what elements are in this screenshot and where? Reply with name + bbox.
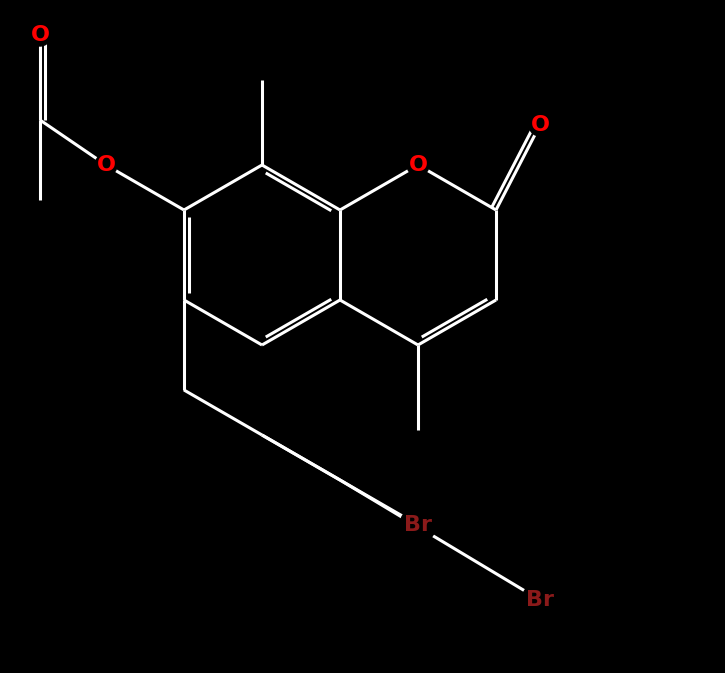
Text: O: O [30,25,49,45]
Text: Br: Br [526,590,554,610]
Text: O: O [96,155,115,175]
Circle shape [400,507,436,543]
Circle shape [529,114,551,136]
Circle shape [95,154,117,176]
Text: O: O [408,155,428,175]
Text: O: O [531,115,550,135]
Circle shape [407,154,429,176]
Text: Br: Br [404,515,432,535]
Circle shape [29,24,51,46]
Circle shape [522,582,558,618]
